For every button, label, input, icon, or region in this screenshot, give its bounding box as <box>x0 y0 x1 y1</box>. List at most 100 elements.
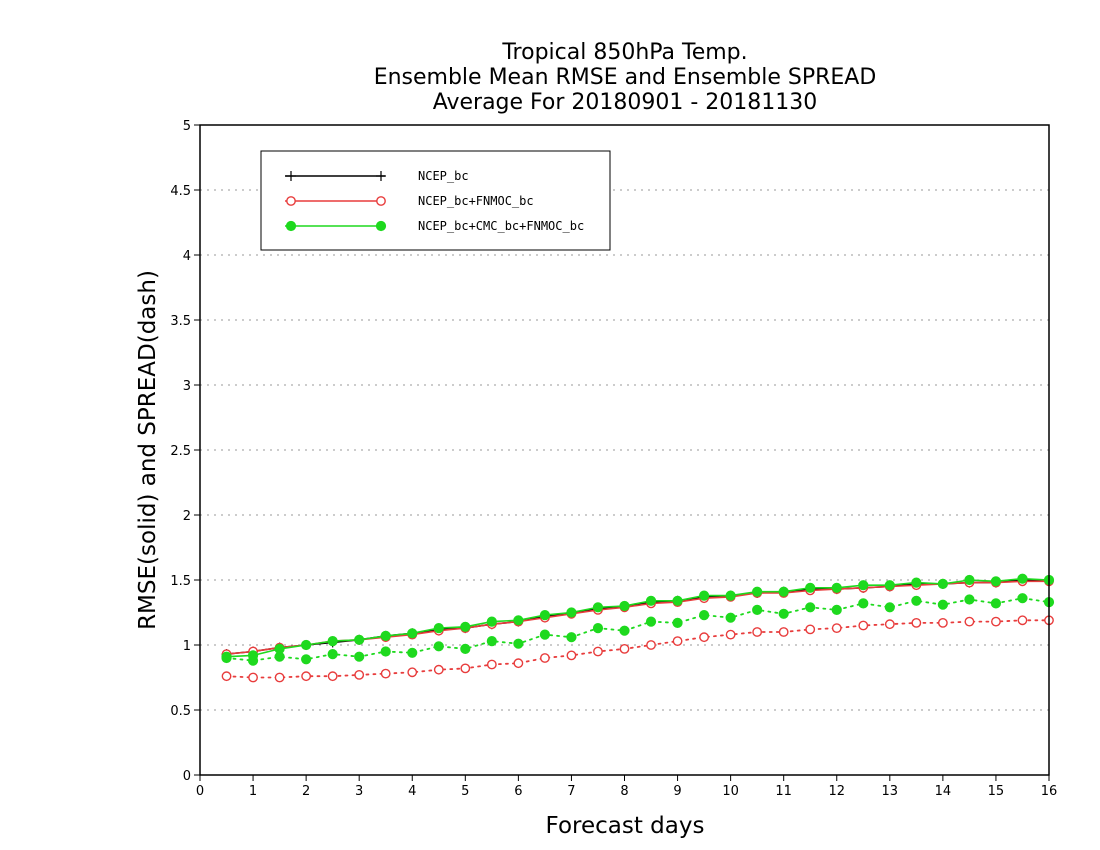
spread-point <box>327 671 338 682</box>
spread-point <box>513 638 524 649</box>
spread-point <box>433 664 444 675</box>
legend-marker-start <box>286 196 296 206</box>
spread-point <box>301 654 312 665</box>
y-tick-label: 3 <box>183 379 191 394</box>
x-tick-label: 5 <box>461 784 469 799</box>
x-tick-label: 9 <box>673 784 681 799</box>
spread-point <box>778 627 789 637</box>
y-tick-label: 2 <box>183 509 191 524</box>
x-axis-label: Forecast days <box>546 813 705 839</box>
rmse-point <box>354 634 365 645</box>
x-tick-label: 14 <box>935 784 952 799</box>
series-spread-1 <box>221 615 1054 683</box>
rmse-point <box>274 643 285 655</box>
rmse-point <box>566 607 577 618</box>
spread-point <box>911 595 922 606</box>
x-tick-label: 0 <box>196 784 204 799</box>
spread-point <box>964 616 975 627</box>
chart-title: Tropical 850hPa Temp. Ensemble Mean RMSE… <box>374 40 877 115</box>
rmse-point <box>592 602 604 613</box>
spread-point <box>646 640 656 650</box>
rmse-point <box>911 577 922 588</box>
spread-point <box>699 632 709 643</box>
spread-point <box>991 616 1001 627</box>
spread-point <box>831 604 842 616</box>
spread-point <box>752 604 763 616</box>
y-tick-label: 1 <box>183 639 191 654</box>
spread-point <box>380 646 391 657</box>
legend-marker-end <box>375 220 387 232</box>
series-spread-2 <box>221 593 1055 666</box>
rmse-point <box>884 580 895 591</box>
y-tick-label: 4 <box>183 249 191 264</box>
spread-point <box>566 650 577 661</box>
series-rmse-2 <box>221 573 1055 662</box>
x-tick-label: 12 <box>828 784 845 799</box>
legend-item: NCEP_bc <box>285 169 469 183</box>
rmse-line <box>226 580 1049 655</box>
rmse-point <box>221 651 232 662</box>
legend-label: NCEP_bc <box>418 169 469 183</box>
x-tick-label: 13 <box>882 784 899 799</box>
spread-point <box>274 672 285 683</box>
legend-marker-end <box>376 171 386 181</box>
spread-point <box>486 659 497 670</box>
title-line-1: Tropical 850hPa Temp. <box>501 40 747 65</box>
rmse-point <box>301 639 312 651</box>
rmse-point <box>327 636 338 647</box>
rmse-point <box>805 582 816 593</box>
y-tick-label: 0 <box>183 769 191 784</box>
rmse-point <box>513 615 524 626</box>
spread-point <box>884 619 895 630</box>
spread-point <box>407 667 418 678</box>
x-tick-label: 8 <box>620 784 628 799</box>
rmse-point <box>619 600 630 612</box>
y-tick-label: 0.5 <box>170 704 191 719</box>
x-tick-label: 10 <box>722 784 739 799</box>
rmse-point <box>672 595 683 606</box>
axes: 00.511.522.533.544.550 1 2 3 4 5 6 7 8 9 10 11 12 13 1… <box>170 119 1057 799</box>
spread-point <box>486 636 497 647</box>
spread-line <box>225 597 1050 662</box>
spread-point <box>990 598 1002 609</box>
rmse-point <box>433 623 444 634</box>
rmse-point <box>380 630 391 642</box>
spread-point <box>645 616 657 627</box>
spread-line <box>225 619 1050 679</box>
title-line-3: Average For 20180901 - 20181130 <box>433 90 818 115</box>
x-tick-label: 1 <box>249 784 257 799</box>
spread-point <box>858 598 869 609</box>
legend-label: NCEP_bc+CMC_bc+FNMOC_bc <box>418 219 584 233</box>
legend-item: NCEP_bc+FNMOC_bc <box>285 194 534 208</box>
spread-point <box>725 612 736 623</box>
spread-point <box>1017 615 1028 626</box>
spread-point <box>619 644 630 654</box>
rmse-point <box>698 590 710 601</box>
spread-point <box>964 594 975 605</box>
rmse-point <box>539 610 551 621</box>
spread-point <box>778 608 789 619</box>
rmse-line <box>226 579 1049 655</box>
rmse-point <box>486 616 497 627</box>
spread-point <box>407 647 418 658</box>
spread-point <box>831 623 842 633</box>
spread-point <box>248 672 258 683</box>
spread-point <box>380 668 391 679</box>
plot-frame <box>199 124 1050 776</box>
spread-point <box>884 602 895 613</box>
spread-point <box>725 629 736 640</box>
x-tick-label: 4 <box>408 784 416 799</box>
spread-point <box>354 670 365 680</box>
spread-point <box>566 632 577 643</box>
y-tick-label: 2.5 <box>170 444 191 459</box>
spread-point <box>805 602 816 613</box>
x-tick-label: 11 <box>775 784 792 799</box>
title-line-2: Ensemble Mean RMSE and Ensemble SPREAD <box>374 65 877 90</box>
rmse-point <box>247 650 259 661</box>
rmse-point <box>778 586 789 597</box>
spread-point <box>1017 593 1028 604</box>
legend-marker-start <box>286 171 296 181</box>
series-layer <box>221 573 1055 683</box>
spread-point <box>513 658 524 669</box>
